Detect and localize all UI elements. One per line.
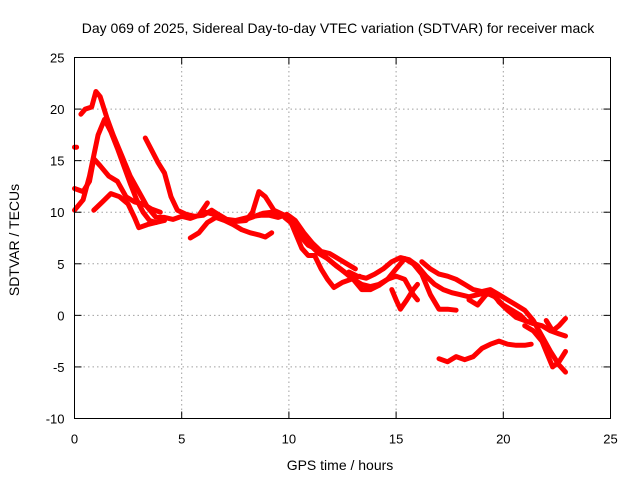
x-axis-label: GPS time / hours [287, 457, 394, 473]
series-track-7 [187, 214, 275, 241]
series-track-10 [282, 214, 459, 313]
series-track-13 [419, 259, 568, 375]
series-track-8 [202, 189, 363, 290]
series-track-17 [543, 316, 568, 334]
series-track-15 [436, 338, 534, 365]
y-tick-label: 20 [50, 102, 64, 117]
y-tick-label: -5 [53, 360, 65, 375]
x-tick-label: 20 [496, 432, 510, 447]
series-track-4 [72, 116, 159, 225]
x-tick-label: 10 [282, 432, 296, 447]
chart-title: Day 069 of 2025, Sidereal Day-to-day VTE… [82, 20, 595, 36]
y-tick-label: 15 [50, 154, 64, 169]
y-tick-label: 10 [50, 205, 64, 220]
y-tick-label: 25 [50, 51, 64, 66]
series-track-16 [522, 323, 568, 370]
series-track-6 [142, 135, 358, 272]
grid [74, 57, 611, 419]
x-tick-label: 25 [603, 432, 617, 447]
x-tick-label: 0 [71, 432, 78, 447]
y-tick-label: 0 [57, 308, 64, 323]
axis-ticks: 0 5 10 15 20 25 -10 -5 0 5 10 15 20 25 [46, 51, 618, 447]
y-axis-label: SDTVAR / TECUs [6, 184, 22, 296]
y-tick-label: -10 [46, 412, 65, 427]
series-track-2 [78, 89, 210, 222]
plot-area [72, 89, 568, 375]
x-tick-label: 15 [389, 432, 403, 447]
series-track-12 [389, 281, 420, 312]
x-tick-label: 5 [178, 432, 185, 447]
y-tick-label: 5 [57, 257, 64, 272]
plot-frame [74, 57, 611, 419]
series-track-5 [91, 191, 167, 231]
